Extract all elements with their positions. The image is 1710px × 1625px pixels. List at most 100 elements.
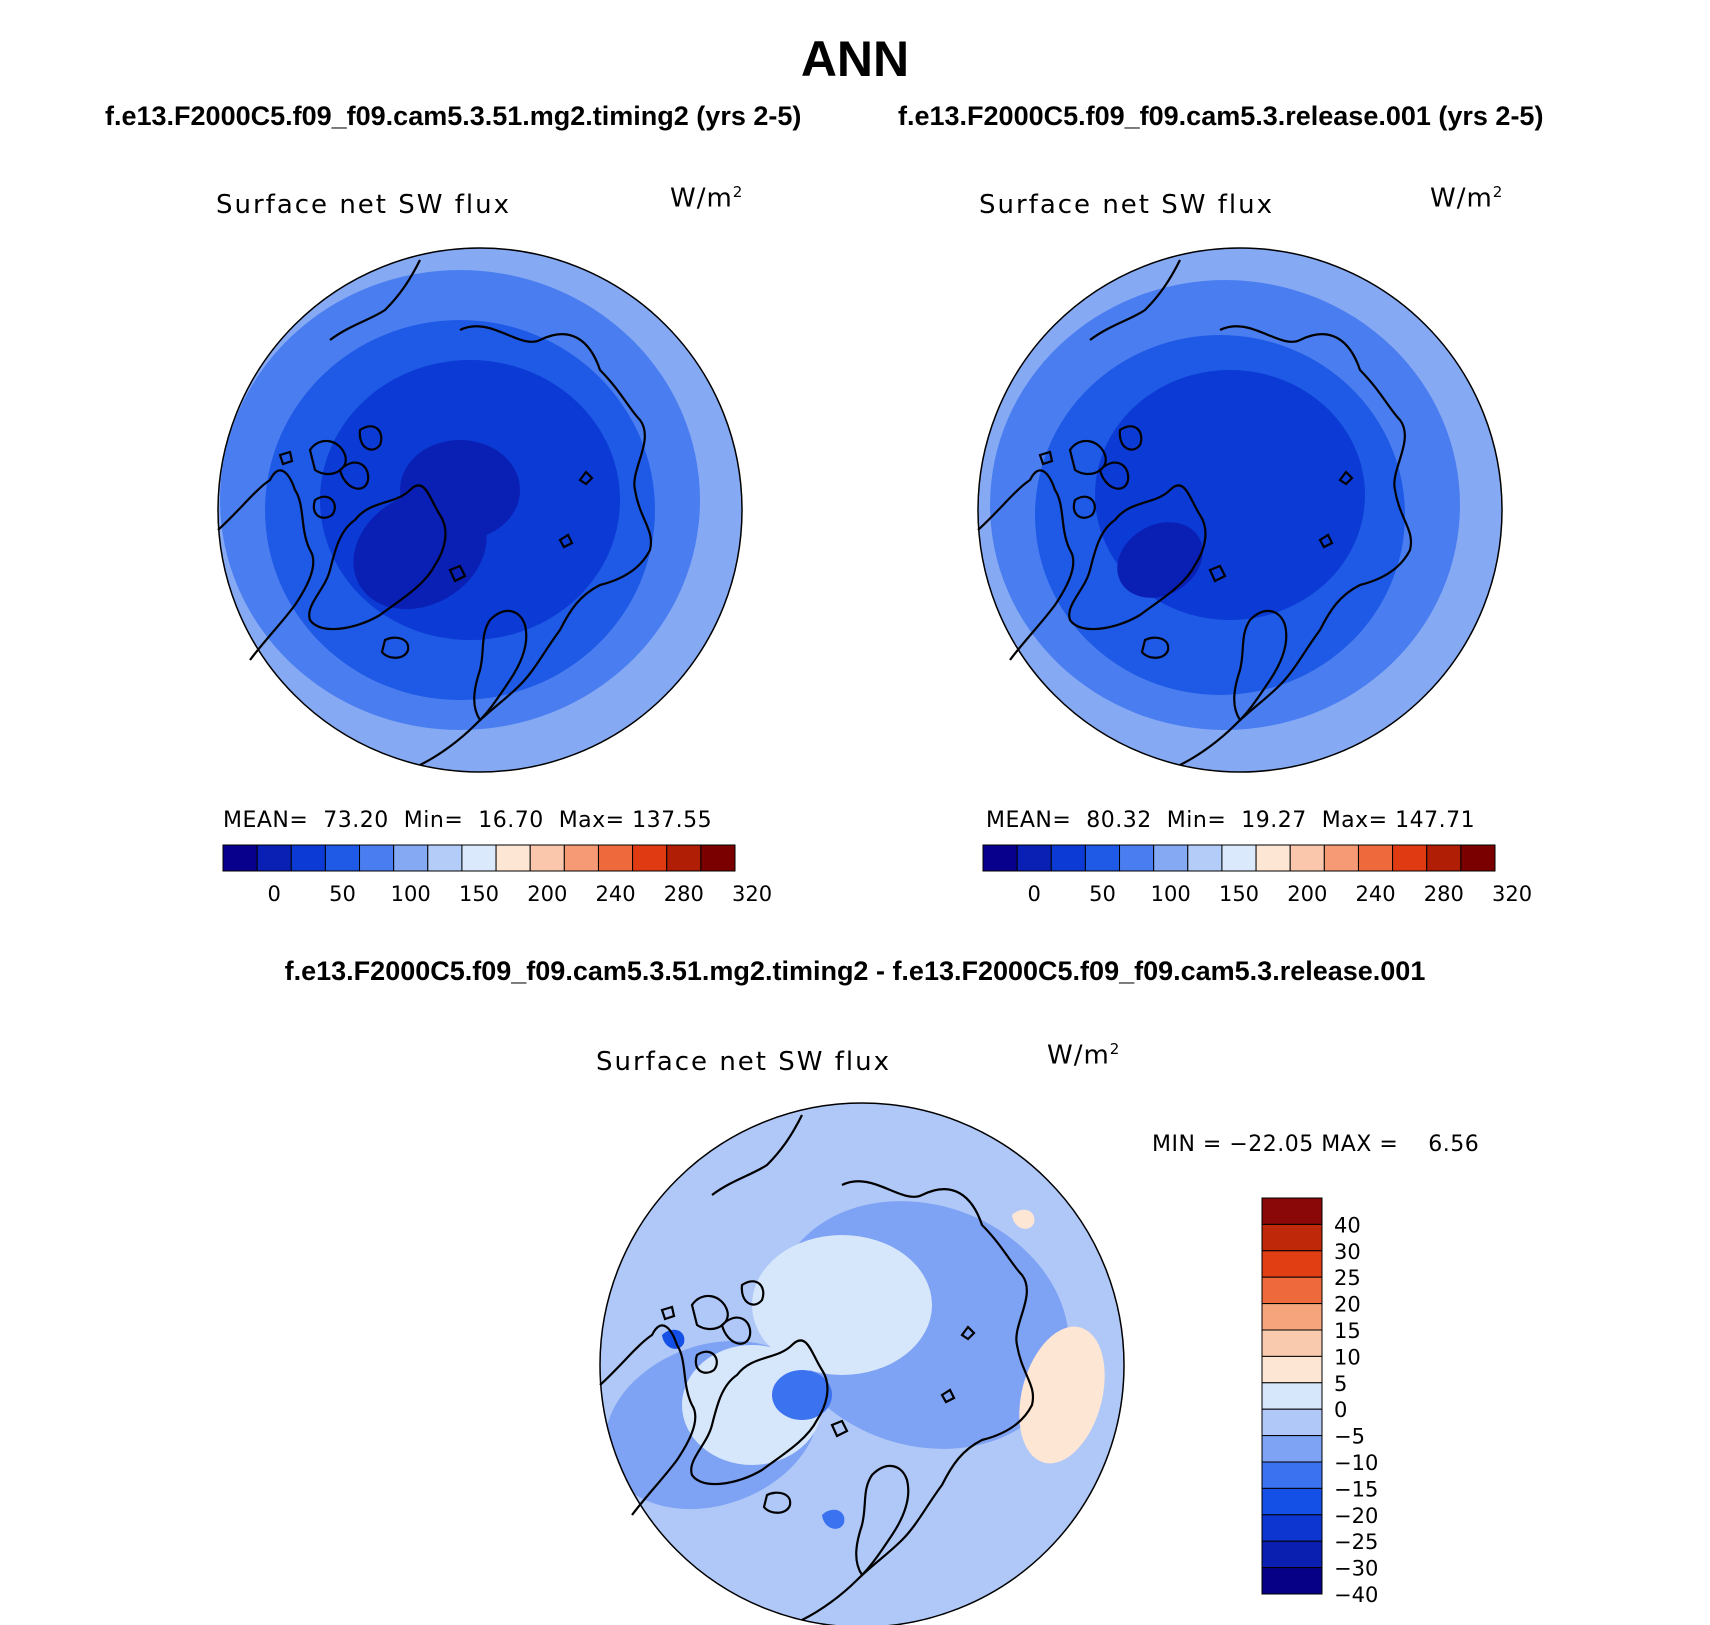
colorbar-swatch (461, 844, 497, 872)
colorbar-tick-label: 30 (1334, 1240, 1361, 1264)
colorbar-tick-label: 200 (527, 882, 567, 906)
contour-region (400, 440, 520, 540)
colorbar-swatch (1261, 1355, 1323, 1384)
coastline-island (1038, 450, 1054, 466)
colorbar-swatch (982, 844, 1018, 872)
colorbar-tick-label: 0 (1028, 882, 1041, 906)
coastline (1233, 609, 1288, 722)
coastline (977, 469, 1075, 661)
colorbar-tick-label: 10 (1334, 1345, 1361, 1369)
coastline-island (740, 1280, 765, 1306)
colorbar-swatch (632, 844, 668, 872)
contour-patch (662, 1329, 685, 1349)
map-border (217, 247, 743, 773)
colorbar-swatch (1221, 844, 1257, 872)
colorbar-swatch (324, 844, 361, 872)
colorbar-tick-label: 0 (1334, 1398, 1347, 1422)
colorbar-swatch (529, 844, 565, 872)
colorbar-swatch (563, 844, 599, 872)
colorbar-swatch (1050, 844, 1086, 872)
contour-region (1117, 522, 1203, 598)
coastline-island (1068, 439, 1107, 476)
colorbar-1: 0 50 100 150 200 240 280 320 (222, 844, 772, 906)
colorbar-swatch (1261, 1461, 1323, 1489)
colorbar-tick-label: 200 (1287, 882, 1327, 906)
colorbar-swatch (1392, 844, 1428, 872)
coastline-island (308, 439, 347, 476)
colorbar-tick-label: 15 (1334, 1319, 1361, 1343)
coastline (217, 469, 315, 661)
coastline-island (1318, 533, 1334, 549)
colorbar-swatch (1426, 844, 1462, 872)
coastline-island (312, 495, 336, 519)
panel1-stats: MEAN= 73.20 Min= 16.70 Max= 137.55 (223, 808, 713, 833)
colorbar-swatch (1084, 844, 1121, 872)
colorbar-swatch (1255, 844, 1291, 872)
colorbar-tick-label: −40 (1334, 1583, 1378, 1607)
colorbar-swatch (1357, 844, 1394, 872)
colorbar-tick-label: 50 (329, 882, 356, 906)
colorbar-tick-label: −25 (1334, 1530, 1378, 1554)
coastline-island (720, 1316, 752, 1345)
colorbar-tick-label: −30 (1334, 1557, 1378, 1581)
colorbar-swatch (1261, 1382, 1323, 1410)
coastline (1068, 484, 1207, 631)
case1-title: f.e13.F2000C5.f09_f09.cam5.3.51.mg2.timi… (105, 101, 802, 131)
coastline (1089, 259, 1181, 341)
colorbar-tick-label: 150 (1219, 882, 1259, 906)
colorbar-tick-label: 100 (391, 882, 431, 906)
coastline-island (278, 450, 294, 466)
colorbar-tick-label: −15 (1334, 1477, 1378, 1501)
colorbar-swatch (1119, 844, 1155, 872)
coastline (380, 636, 410, 659)
coastline (762, 1491, 792, 1514)
colorbar-swatch (359, 844, 395, 872)
colorbar-tick-label: 5 (1334, 1372, 1347, 1396)
coastline (329, 259, 421, 341)
colorbar-swatch (1187, 844, 1223, 872)
contour-patch (822, 1509, 845, 1529)
contour-region (752, 1235, 932, 1375)
coastline-island (1072, 495, 1096, 519)
colorbar-swatch (256, 844, 292, 872)
colorbar-swatch (1261, 1329, 1323, 1357)
panel1-units: W/m2 (670, 183, 744, 214)
contour-region (772, 1370, 832, 1420)
panel2-variable: Surface net SW flux (979, 190, 1274, 220)
map-panel-1 (217, 247, 743, 773)
coastline-island (1118, 425, 1143, 451)
colorbar-tick-label: 100 (1151, 882, 1191, 906)
coastline-island (578, 470, 594, 486)
contour-patch (1012, 1209, 1035, 1229)
colorbar-tick-label: 25 (1334, 1266, 1361, 1290)
colorbar-tick-label: 50 (1089, 882, 1116, 906)
colorbar-2: 0 50 100 150 200 240 280 320 (982, 844, 1532, 906)
coastline-island (358, 425, 383, 451)
coastline (855, 1464, 910, 1577)
coastline (599, 1324, 697, 1516)
coastline-island (338, 461, 370, 490)
coastline-island (830, 1419, 849, 1438)
colorbar-swatch (1016, 844, 1052, 872)
coastline (1179, 325, 1413, 766)
coastline-island (940, 1388, 956, 1404)
coastline-island (1208, 564, 1227, 583)
colorbar-swatch (1261, 1540, 1323, 1569)
colorbar-swatch (427, 844, 463, 872)
colorbar-tick-label: 20 (1334, 1293, 1361, 1317)
colorbar-swatch (1261, 1567, 1323, 1595)
diff-title: f.e13.F2000C5.f09_f09.cam5.3.51.mg2.timi… (284, 956, 1426, 986)
panel2-units: W/m2 (1430, 183, 1504, 214)
panel3-units: W/m2 (1047, 1040, 1121, 1071)
colorbar-swatch (1261, 1250, 1323, 1278)
coastline-island (960, 1325, 976, 1341)
panel1-variable: Surface net SW flux (216, 190, 511, 220)
coastlines (599, 1114, 1035, 1621)
coastline (308, 484, 447, 631)
coastline (1140, 636, 1170, 659)
coastline (801, 1180, 1035, 1621)
map-panel-3 (599, 1102, 1125, 1625)
colorbar-tick-label: 280 (664, 882, 704, 906)
coastlines (217, 259, 653, 766)
map-contours (978, 248, 1502, 772)
